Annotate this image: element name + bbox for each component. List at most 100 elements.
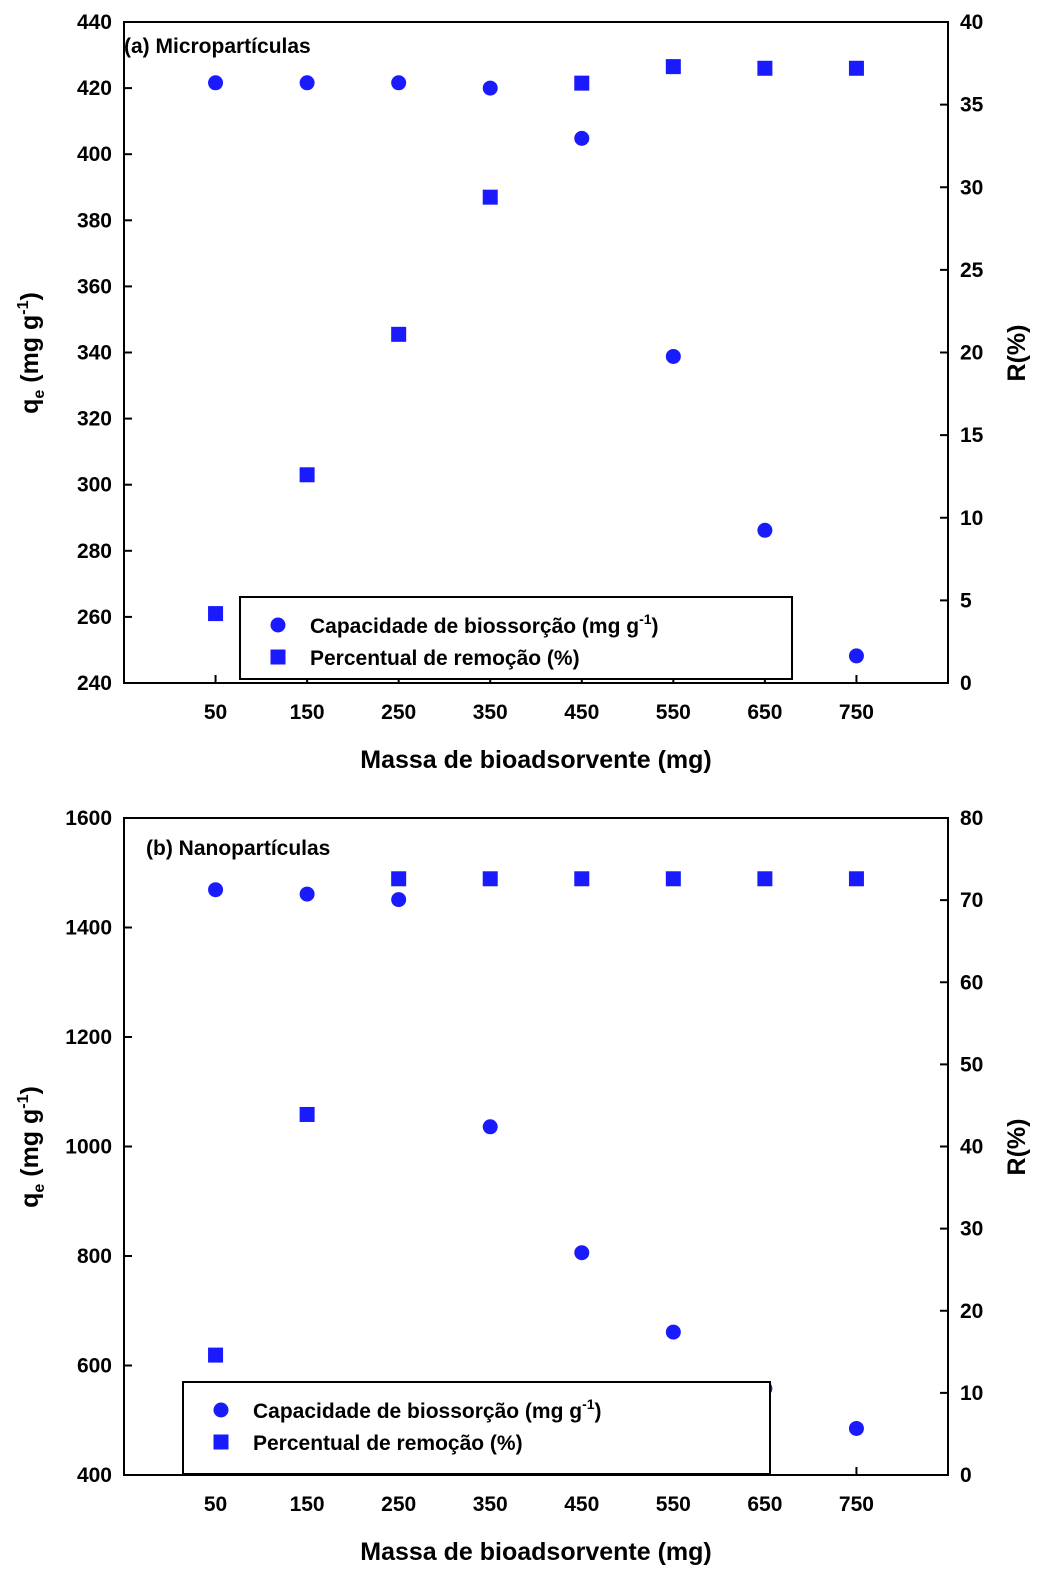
- legend-marker: [213, 1434, 229, 1450]
- legend: Capacidade de biossorção (mg g-1) Percent…: [239, 596, 793, 680]
- data-point: [848, 871, 864, 887]
- series-removal: [208, 871, 864, 1363]
- legend-label: Percentual de remoção (%): [253, 1432, 523, 1455]
- y-left-tick-label: 400: [77, 143, 112, 166]
- y-left-tick-label: 1400: [65, 917, 112, 940]
- series-capacity: [208, 882, 864, 1436]
- data-point: [208, 882, 224, 898]
- panel-title: (a) Micropartículas: [124, 35, 311, 58]
- x-tick-label: 250: [381, 1493, 416, 1516]
- data-point: [482, 1119, 498, 1135]
- y-right-tick-label: 0: [960, 672, 972, 695]
- y-left-tick-label: 600: [77, 1355, 112, 1378]
- x-tick-label: 650: [747, 1493, 782, 1516]
- x-axis-title: Massa de bioadsorvente (mg): [360, 1538, 711, 1566]
- y-right-axis-title: R(%): [1003, 1119, 1031, 1176]
- series-capacity: [208, 75, 864, 664]
- chart-panel-b: 50 150 250 350 450 550 650 750 400 600 800 1000 1200…: [15, 807, 1031, 1566]
- y-right-tick-label: 40: [960, 1136, 983, 1159]
- x-tick-label: 250: [381, 701, 416, 724]
- data-point: [665, 59, 681, 75]
- legend: Capacidade de biossorção (mg g-1) Percent…: [182, 1381, 771, 1475]
- data-point: [391, 892, 407, 908]
- x-tick-label: 550: [656, 701, 691, 724]
- y-left-tick-label: 1200: [65, 1026, 112, 1049]
- data-point: [208, 606, 224, 622]
- y-right-tick-label: 20: [960, 1300, 983, 1323]
- y-right-tick-label: 15: [960, 424, 984, 447]
- series-removal: [208, 59, 864, 622]
- x-tick-label: 750: [839, 1493, 874, 1516]
- y-left-tick-label: 280: [77, 540, 112, 563]
- legend-marker: [270, 649, 286, 665]
- y-right-tick-label: 25: [960, 259, 984, 282]
- y-right-tick-label: 70: [960, 889, 983, 912]
- y-right-tick-label: 5: [960, 589, 972, 612]
- data-point: [482, 871, 498, 887]
- data-point: [574, 75, 590, 91]
- y-right-tick-label: 35: [960, 94, 984, 117]
- x-tick-label: 750: [839, 701, 874, 724]
- x-tick-label: 50: [204, 701, 227, 724]
- y-left-axis-title: qe (mg g-1): [15, 1086, 48, 1208]
- y-left-tick-label: 1000: [65, 1136, 112, 1159]
- y-right-tick-label: 80: [960, 807, 983, 830]
- y-right-tick-label: 10: [960, 507, 983, 530]
- legend-label: Capacidade de biossorção (mg g-1): [253, 1396, 602, 1423]
- y-right-tick-label: 60: [960, 971, 983, 994]
- data-point: [208, 75, 224, 91]
- data-point: [391, 871, 407, 887]
- data-point: [757, 60, 773, 76]
- plot-frame: [123, 21, 949, 684]
- y-left-tick-label: 360: [77, 275, 112, 298]
- legend-marker: [270, 617, 286, 633]
- data-point: [299, 886, 315, 902]
- x-tick-label: 150: [290, 701, 325, 724]
- y-right-tick-label: 30: [960, 1218, 983, 1241]
- x-axis-title: Massa de bioadsorvente (mg): [360, 746, 711, 774]
- data-point: [391, 326, 407, 342]
- data-point: [208, 1347, 224, 1363]
- x-tick-label: 650: [747, 701, 782, 724]
- y-left-tick-label: 1600: [65, 807, 112, 830]
- y-left-tick-label: 260: [77, 606, 112, 629]
- legend-box: [182, 1381, 771, 1475]
- legend-label: Percentual de remoção (%): [310, 647, 580, 670]
- y-left-tick-label: 340: [77, 342, 112, 365]
- data-point: [757, 522, 773, 538]
- y-left-tick-label: 420: [77, 77, 112, 100]
- y-left-axis-title: qe (mg g-1): [15, 292, 48, 414]
- x-tick-label: 450: [564, 1493, 599, 1516]
- y-right-tick-label: 10: [960, 1382, 983, 1405]
- y-left-tick-label: 400: [77, 1464, 112, 1487]
- data-point: [482, 80, 498, 96]
- y-left-tick-label: 380: [77, 209, 112, 232]
- data-point: [482, 189, 498, 205]
- data-point: [574, 1245, 590, 1261]
- data-point: [574, 871, 590, 887]
- data-point: [391, 75, 407, 91]
- data-point: [757, 871, 773, 887]
- panel-title: (b) Nanopartículas: [146, 837, 330, 860]
- x-tick-label: 350: [473, 1493, 508, 1516]
- y-right-tick-label: 30: [960, 176, 983, 199]
- x-tick-label: 150: [290, 1493, 325, 1516]
- data-point: [848, 60, 864, 76]
- data-point: [299, 467, 315, 483]
- data-point: [574, 130, 590, 146]
- data-point: [299, 1106, 315, 1122]
- x-tick-label: 50: [204, 1493, 227, 1516]
- y-right-tick-label: 40: [960, 11, 983, 34]
- x-tick-label: 450: [564, 701, 599, 724]
- data-point: [665, 871, 681, 887]
- y-left-tick-label: 240: [77, 672, 112, 695]
- x-tick-label: 550: [656, 1493, 691, 1516]
- data-point: [848, 648, 864, 664]
- x-tick-label: 350: [473, 701, 508, 724]
- legend-label: Capacidade de biossorção (mg g-1): [310, 611, 659, 638]
- legend-box: [239, 596, 793, 680]
- y-right-tick-label: 20: [960, 342, 983, 365]
- data-point: [665, 1324, 681, 1340]
- y-left-tick-label: 300: [77, 474, 112, 497]
- y-left-tick-label: 800: [77, 1245, 112, 1268]
